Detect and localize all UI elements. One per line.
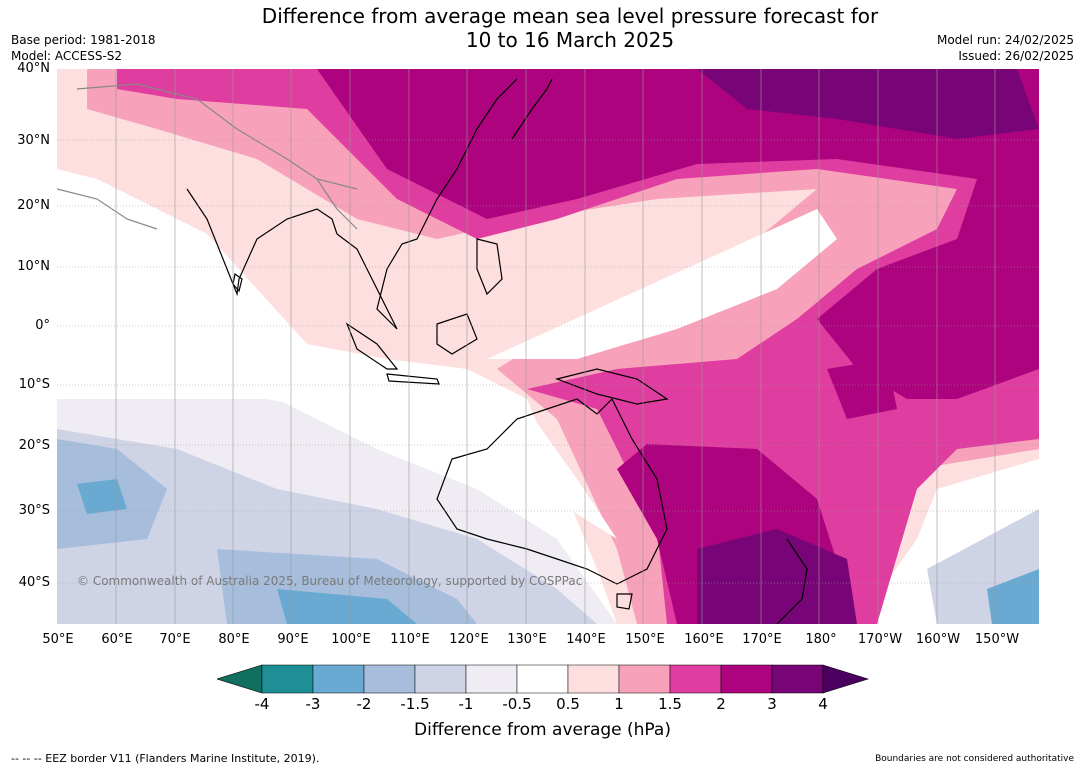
colorbar-swatches xyxy=(217,664,869,694)
title-line-2: 10 to 16 March 2025 xyxy=(465,28,675,52)
band-neg-1 xyxy=(57,429,597,624)
lat-label: 20°S xyxy=(18,438,50,453)
colorbar-swatch xyxy=(669,664,722,694)
lat-label: 0° xyxy=(35,318,50,333)
lat-label: 40°N xyxy=(17,61,50,76)
colorbar-tick: -2 xyxy=(356,695,372,713)
colorbar-tick: -3 xyxy=(305,695,321,713)
colorbar-swatch xyxy=(720,664,773,694)
colorbar-tick: 0.5 xyxy=(556,695,580,713)
coastlines xyxy=(186,78,808,624)
colorbar-under-arrow xyxy=(217,664,263,694)
lon-label: 80°E xyxy=(218,632,250,647)
australia-coast xyxy=(436,397,668,585)
lon-label: 180° xyxy=(805,632,837,647)
band-3-south xyxy=(697,529,857,624)
colorbar-tick: -1 xyxy=(458,695,474,713)
map-canvas xyxy=(57,69,1039,624)
colorbar-over-arrow xyxy=(822,664,869,694)
meta-right: Model run: 24/02/2025 Issued: 26/02/2025 xyxy=(937,32,1074,64)
lon-label: 150°E xyxy=(625,632,665,647)
tasmania xyxy=(616,593,633,610)
colorbar-title: Difference from average (hPa) xyxy=(414,720,671,740)
borneo xyxy=(436,313,478,355)
india-coast xyxy=(186,188,338,297)
band-3-coral xyxy=(827,359,897,419)
model-name: Model: ACCESS-S2 xyxy=(11,49,123,63)
colorbar-tick: 1 xyxy=(614,695,624,713)
band-1-5 xyxy=(117,69,1039,624)
lon-label: 170°W xyxy=(857,632,903,647)
se-asia-coast xyxy=(336,78,518,330)
issued-date: Issued: 26/02/2025 xyxy=(958,49,1074,63)
colorbar-swatch xyxy=(618,664,671,694)
pressure-anomaly-map xyxy=(57,69,1039,624)
meridians xyxy=(115,69,996,624)
lon-label: 160°W xyxy=(915,632,961,647)
eez-note: -- -- -- EEZ border V11 (Flanders Marine… xyxy=(11,752,320,765)
colorbar-swatch xyxy=(771,664,824,694)
colorbar-swatch xyxy=(516,664,569,694)
band-neg-2 xyxy=(77,479,127,514)
colorbar-swatch xyxy=(312,664,365,694)
lon-label: 100°E xyxy=(331,632,371,647)
lat-label: 30°S xyxy=(18,503,50,518)
japan xyxy=(511,78,553,140)
meta-left: Base period: 1981-2018 Model: ACCESS-S2 xyxy=(11,32,156,64)
lat-label: 30°N xyxy=(17,133,50,148)
colorbar-swatch xyxy=(414,664,467,694)
lon-label: 50°E xyxy=(42,632,74,647)
lon-label: 120°E xyxy=(449,632,489,647)
lat-label: 10°N xyxy=(17,259,50,274)
lon-label: 90°E xyxy=(277,632,309,647)
model-run: Model run: 24/02/2025 xyxy=(936,33,1074,47)
lon-label: 150°W xyxy=(974,632,1020,647)
band-neg-2b xyxy=(277,589,417,624)
border-2 xyxy=(57,188,158,230)
colorbar-tick: -1.5 xyxy=(400,695,430,713)
band-2 xyxy=(317,69,1039,399)
lon-label: 70°E xyxy=(159,632,191,647)
anomaly-shading xyxy=(57,69,1039,624)
copyright-notice: © Commonwealth of Australia 2025, Bureau… xyxy=(77,574,583,588)
new-guinea xyxy=(554,368,669,405)
lat-label: 10°S xyxy=(18,377,50,392)
colorbar-swatch xyxy=(363,664,416,694)
band-neutral-io xyxy=(57,169,617,539)
title-line-1: Difference from average mean sea level p… xyxy=(261,4,879,28)
lon-label: 170°E xyxy=(742,632,782,647)
lon-label: 60°E xyxy=(101,632,133,647)
base-period: Base period: 1981-2018 xyxy=(11,33,156,47)
colorbar-tick: 1.5 xyxy=(658,695,682,713)
colorbar-swatch xyxy=(261,664,314,694)
philippines xyxy=(476,238,503,296)
band-3 xyxy=(697,69,1039,139)
new-zealand xyxy=(776,538,808,624)
band-neutral-wp xyxy=(487,209,837,359)
sumatra xyxy=(345,322,399,370)
lat-label: 20°N xyxy=(17,198,50,213)
boundaries-note: Boundaries are not considered authoritat… xyxy=(875,754,1074,764)
java xyxy=(386,373,440,385)
colorbar-tick: 3 xyxy=(767,695,777,713)
colorbar-swatch xyxy=(567,664,620,694)
colorbar-tick: -0.5 xyxy=(502,695,532,713)
borders xyxy=(57,83,358,230)
colorbar-tick: -4 xyxy=(254,695,270,713)
colorbar xyxy=(217,664,869,694)
lat-label: 40°S xyxy=(18,575,50,590)
colorbar-swatch xyxy=(465,664,518,694)
lon-label: 110°E xyxy=(390,632,430,647)
border-3 xyxy=(316,178,358,230)
colorbar-tick: 2 xyxy=(716,695,726,713)
sri-lanka xyxy=(232,272,243,293)
colorbar-tick: 4 xyxy=(818,695,828,713)
lon-label: 130°E xyxy=(507,632,547,647)
lon-label: 160°E xyxy=(684,632,724,647)
map-title: Difference from average mean sea level p… xyxy=(0,4,1085,52)
lon-label: 140°E xyxy=(566,632,606,647)
